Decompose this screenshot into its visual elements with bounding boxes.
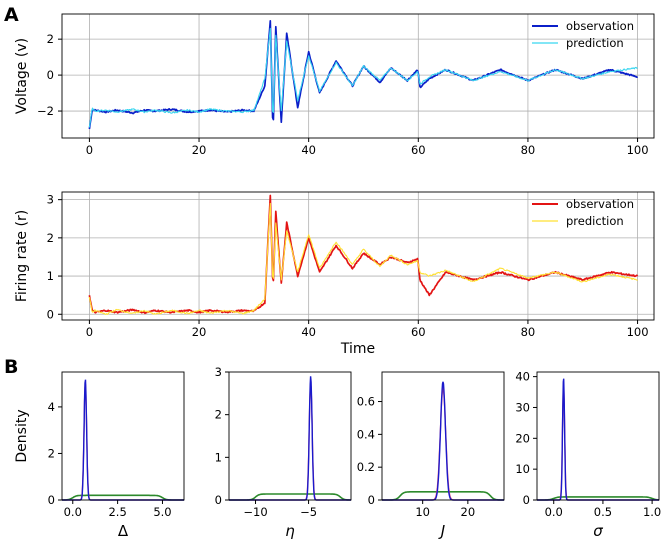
reference-density bbox=[382, 386, 504, 501]
posterior-density bbox=[537, 378, 659, 501]
y-tick-label-3: 0.6 bbox=[357, 395, 375, 409]
panel-label-a: A bbox=[4, 4, 19, 26]
y-tick-label-1: 1 bbox=[215, 450, 222, 464]
x-tick-label-1: 0.5 bbox=[594, 505, 612, 519]
series-line-observation bbox=[88, 194, 639, 315]
reference-density bbox=[537, 384, 659, 501]
y-tick-label-0: 0 bbox=[523, 493, 530, 507]
y-axis-label: Density bbox=[14, 409, 30, 462]
x-tick-label-2: 40 bbox=[301, 325, 316, 339]
plot-frame bbox=[61, 191, 655, 321]
x-axis-label: σ bbox=[593, 522, 603, 540]
y-tick-label-3: 3 bbox=[47, 193, 54, 207]
plot-frame bbox=[381, 371, 505, 501]
prior-density bbox=[229, 493, 351, 501]
x-tick-label-5: 100 bbox=[627, 325, 649, 339]
x-tick-label-0: 0 bbox=[86, 325, 93, 339]
x-tick-label-0: 0.0 bbox=[545, 505, 563, 519]
y-tick-label-0: 0 bbox=[215, 493, 222, 507]
y-tick-label-3: 3 bbox=[215, 365, 222, 379]
x-tick-label-1: 20 bbox=[192, 325, 207, 339]
y-tick-label-3: 30 bbox=[515, 400, 530, 414]
x-tick-label-3: 60 bbox=[411, 143, 426, 157]
y-tick-label-2: 2 bbox=[215, 408, 222, 422]
prior-density bbox=[537, 496, 659, 501]
x-tick-label-0: 10 bbox=[415, 505, 430, 519]
x-tick-label-1: 2.5 bbox=[108, 505, 126, 519]
legend-label-observation: observation bbox=[566, 197, 634, 211]
y-tick-label-1: 0.2 bbox=[357, 460, 375, 474]
reference-density bbox=[62, 384, 184, 501]
prior-density bbox=[382, 491, 504, 501]
y-tick-label-2: 20 bbox=[515, 431, 530, 445]
density-panel-5: 0.0 0.5 1.0 0 10 20 30 40 σ bbox=[515, 370, 661, 540]
posterior-density bbox=[382, 381, 504, 501]
x-axis-label: η bbox=[285, 522, 295, 540]
y-tick-label-0: 0 bbox=[368, 493, 375, 507]
y-tick-label-4: 40 bbox=[515, 370, 530, 384]
legend-label-observation: observation bbox=[566, 19, 634, 33]
x-tick-label-1: 20 bbox=[461, 505, 476, 519]
plot-frame bbox=[228, 371, 352, 501]
line-panel-1: 0 20 40 60 80 100 0 1 2 3 Firing rate (r) Time obser… bbox=[14, 191, 655, 357]
x-tick-label-0: −10 bbox=[243, 505, 267, 519]
y-tick-label-2: 2 bbox=[47, 32, 54, 46]
plot-frame bbox=[61, 371, 185, 501]
y-tick-label-1: 1 bbox=[47, 269, 54, 283]
x-axis-label: Δ bbox=[118, 522, 129, 540]
x-tick-label-1: −5 bbox=[300, 505, 317, 519]
y-axis-label: Voltage (v) bbox=[14, 38, 30, 114]
posterior-density bbox=[62, 379, 184, 501]
x-tick-label-4: 80 bbox=[521, 143, 536, 157]
y-tick-label-2: 0.4 bbox=[357, 427, 375, 441]
plot-frame bbox=[61, 13, 655, 139]
y-tick-label-1: 2 bbox=[48, 446, 55, 460]
y-tick-label-2: 2 bbox=[47, 231, 54, 245]
plot-frame bbox=[536, 371, 660, 501]
x-tick-label-0: 0 bbox=[86, 143, 93, 157]
x-axis-label: Time bbox=[340, 341, 375, 357]
y-tick-label-2: 4 bbox=[48, 400, 55, 414]
x-tick-label-3: 60 bbox=[411, 325, 426, 339]
posterior-density bbox=[229, 376, 351, 501]
y-tick-label-1: 10 bbox=[515, 462, 530, 476]
series-line-prediction bbox=[88, 27, 638, 128]
line-panel-0: 0 20 40 60 80 100 −2 0 2 Voltage (v) observation pr… bbox=[14, 13, 655, 157]
density-panel-2: 0.0 2.5 5.0 0 2 4 Δ Density bbox=[14, 371, 185, 540]
x-tick-label-0: 0.0 bbox=[64, 505, 82, 519]
y-tick-label-0: 0 bbox=[48, 493, 55, 507]
y-tick-label-0: 0 bbox=[47, 307, 54, 321]
x-tick-label-2: 5.0 bbox=[153, 505, 171, 519]
density-panel-4: 10 20 0 0.2 0.4 0.6 J bbox=[357, 371, 505, 540]
x-tick-label-4: 80 bbox=[521, 325, 536, 339]
x-tick-label-2: 40 bbox=[301, 143, 316, 157]
y-tick-label-0: −2 bbox=[37, 104, 54, 118]
x-tick-label-2: 1.0 bbox=[643, 505, 661, 519]
x-tick-label-5: 100 bbox=[627, 143, 649, 157]
series-line-prediction bbox=[88, 202, 638, 315]
y-tick-label-1: 0 bbox=[47, 68, 54, 82]
panel-label-b: B bbox=[4, 356, 18, 378]
x-axis-label: J bbox=[438, 522, 445, 540]
reference-density bbox=[229, 382, 351, 501]
legend-label-prediction: prediction bbox=[566, 214, 624, 228]
legend-label-prediction: prediction bbox=[566, 36, 624, 50]
x-tick-label-1: 20 bbox=[192, 143, 207, 157]
density-panel-3: −10 −5 0 1 2 3 η bbox=[215, 365, 352, 540]
y-axis-label: Firing rate (r) bbox=[14, 210, 30, 302]
